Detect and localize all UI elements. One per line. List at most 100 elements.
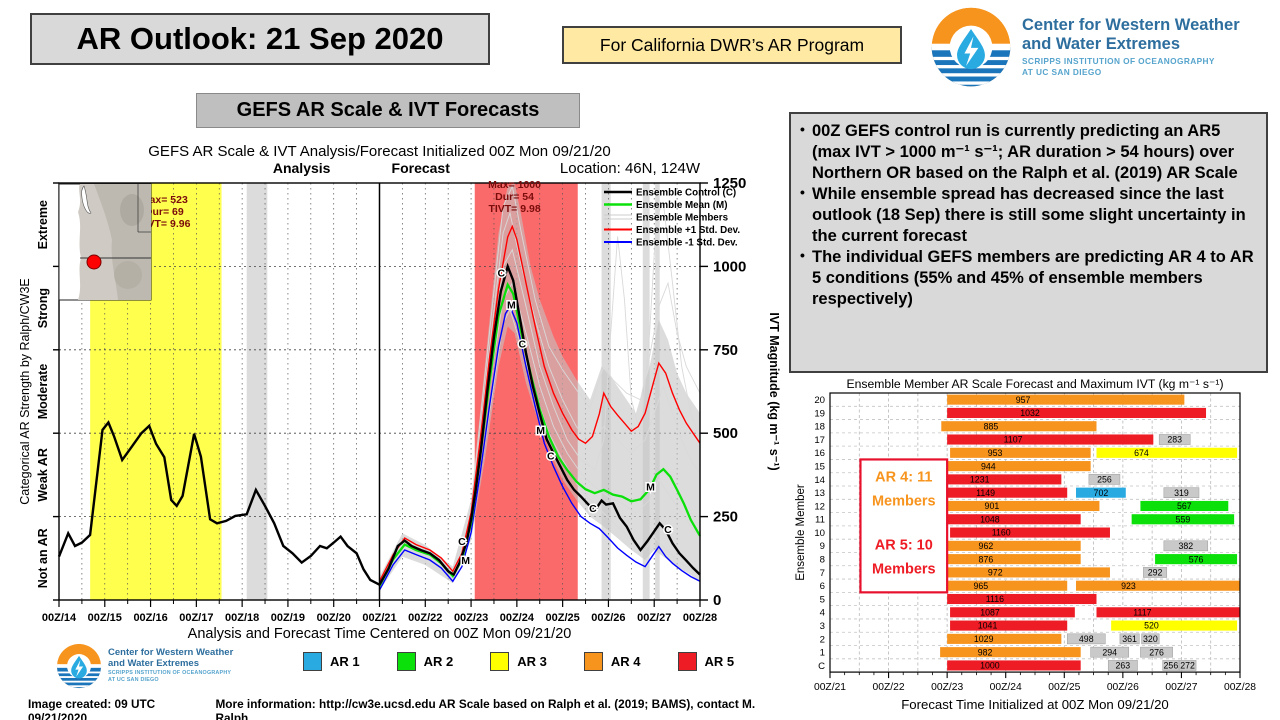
ar-bar bbox=[947, 407, 1207, 418]
ar-bar bbox=[1090, 646, 1129, 658]
member-label: 6 bbox=[820, 581, 825, 592]
x-tick-label: 00Z/21 bbox=[814, 682, 846, 693]
ar-bar bbox=[940, 580, 1068, 591]
x-tick-label: 00Z/25 bbox=[1048, 682, 1080, 693]
x-tick-label: 00Z/24 bbox=[500, 612, 535, 624]
member-label: 11 bbox=[815, 515, 825, 526]
member-label: C bbox=[818, 661, 825, 672]
line-letter-label: C bbox=[458, 536, 466, 548]
ensemble-member-chart: Ensemble Member AR Scale Forecast and Ma… bbox=[795, 377, 1256, 712]
ar-bar bbox=[941, 421, 1097, 432]
y-tick-label: 750 bbox=[713, 342, 738, 359]
ar-bar bbox=[941, 540, 1081, 551]
ivt-value: 294 bbox=[1102, 647, 1117, 657]
ensemble-member-line bbox=[379, 184, 701, 581]
event-annotation: Dur= 69 bbox=[145, 206, 184, 218]
notes-list: 00Z GEFS control run is currently predic… bbox=[799, 121, 1257, 310]
ar-count-text: Members bbox=[872, 561, 936, 577]
org-name-line2: and Water Extremes bbox=[1022, 34, 1181, 53]
ivt-value: 944 bbox=[981, 461, 996, 471]
ivt-value: 576 bbox=[1189, 554, 1204, 564]
ar-bar bbox=[947, 487, 1068, 498]
x-tick-label: 00Z/18 bbox=[225, 612, 259, 624]
x-tick-label: 00Z/27 bbox=[637, 612, 671, 624]
org-sub-line1: SCRIPPS INSTITUTION OF OCEANOGRAPHY bbox=[1022, 56, 1215, 67]
ar-legend-label: AR 2 bbox=[423, 654, 454, 669]
ar-legend-swatch bbox=[396, 652, 416, 671]
member-label: 13 bbox=[814, 488, 825, 499]
member-label: 15 bbox=[814, 461, 825, 472]
ar-bar bbox=[940, 461, 1091, 472]
event-annotation: Max= 1000 bbox=[488, 179, 541, 191]
image-created-text: Image created: 09 UTC 09/21/2020 bbox=[28, 697, 156, 720]
ar-bar bbox=[1141, 633, 1160, 645]
ar-bar bbox=[1096, 447, 1238, 458]
ar-bar bbox=[941, 500, 1100, 512]
mini-org-line2: and Water Extremes bbox=[108, 657, 199, 669]
ivt-value: 263 bbox=[1116, 661, 1131, 671]
ivt-value: 256 bbox=[1164, 661, 1179, 671]
ivt-value: 1117 bbox=[1133, 607, 1151, 617]
x-axis-title: Analysis and Forecast Time Centered on 0… bbox=[188, 626, 572, 642]
ar-bar bbox=[947, 660, 1081, 671]
ar-bar bbox=[947, 514, 1081, 525]
x-tick-label: 00Z/23 bbox=[454, 612, 488, 624]
ivt-value: 520 bbox=[1144, 621, 1159, 631]
ivt-value: 1160 bbox=[992, 528, 1011, 538]
ar-legend-swatch bbox=[677, 652, 697, 671]
ivt-value: 1041 bbox=[978, 621, 998, 631]
note-bullet: The individual GEFS members are predicti… bbox=[799, 247, 1257, 310]
ar-bar bbox=[1158, 434, 1191, 445]
ivt-value: 957 bbox=[1016, 395, 1031, 405]
x-tick-label: 00Z/23 bbox=[931, 682, 963, 693]
x-tick-label: 00Z/16 bbox=[133, 612, 167, 624]
ar-legend-item: AR 3 bbox=[490, 652, 547, 671]
page-title: AR Outlook: 21 Sep 2020 bbox=[30, 13, 490, 65]
y-axis-title-left: Categorical AR Strength by Ralph/CW3E bbox=[20, 278, 32, 505]
ivt-value: 953 bbox=[988, 448, 1003, 458]
note-bullet: 00Z GEFS control run is currently predic… bbox=[799, 121, 1257, 184]
chart-title: GEFS AR Scale & IVT Analysis/Forecast In… bbox=[148, 143, 610, 160]
ar-scale-legend-row: Center for Western Weather and Water Ext… bbox=[20, 643, 785, 691]
ar-bar bbox=[1140, 500, 1229, 512]
ivt-value: 965 bbox=[973, 581, 988, 591]
ivt-value: 276 bbox=[1149, 647, 1164, 657]
gray-ivt-peak bbox=[246, 183, 268, 600]
ivt-value: 559 bbox=[1176, 514, 1191, 524]
dwr-program-badge-text: For California DWR’s AR Program bbox=[599, 34, 865, 55]
ar-bar bbox=[1163, 540, 1209, 552]
x-tick-label: 00Z/21 bbox=[362, 612, 396, 624]
ar-bar bbox=[947, 394, 1185, 405]
ivt-value: 1032 bbox=[1020, 408, 1040, 418]
member-label: 12 bbox=[814, 501, 825, 512]
ensemble-member-line bbox=[379, 211, 701, 582]
x-tick-label: 00Z/24 bbox=[990, 682, 1022, 693]
ivt-value: 256 bbox=[1097, 475, 1112, 485]
ar-bar bbox=[1096, 607, 1240, 618]
forecast-label: Forecast bbox=[392, 160, 451, 176]
location-marker bbox=[86, 254, 102, 270]
member-label: 16 bbox=[814, 448, 825, 459]
chart-title: Ensemble Member AR Scale Forecast and Ma… bbox=[846, 378, 1223, 391]
y-axis-title: Ensemble Member bbox=[795, 484, 807, 581]
ar-legend-label: AR 5 bbox=[704, 654, 735, 669]
ar-bar bbox=[1143, 567, 1168, 578]
y-axis-title-right: IVT Magnitude (kg m⁻¹ s⁻¹) bbox=[767, 312, 781, 470]
ar-bar bbox=[1131, 514, 1235, 525]
ar-bar bbox=[941, 567, 1110, 578]
series-analysis bbox=[57, 420, 381, 586]
ivt-value: 1029 bbox=[974, 634, 994, 644]
ivt-value: 702 bbox=[1094, 488, 1109, 498]
ar-count-text: AR 5: 10 bbox=[875, 537, 933, 553]
y-tick-label: 1250 bbox=[713, 175, 746, 192]
series-control bbox=[378, 262, 701, 586]
ar-bar bbox=[950, 620, 1068, 631]
ivt-value: 320 bbox=[1143, 634, 1158, 644]
org-name-line1: Center for Western Weather bbox=[1022, 16, 1240, 35]
ar-bar bbox=[941, 474, 1062, 485]
member-label: 17 bbox=[814, 435, 825, 446]
ar-legend-item: AR 2 bbox=[396, 652, 454, 671]
ivt-value: 923 bbox=[1121, 581, 1136, 591]
ar-legend-item: AR 5 bbox=[677, 652, 735, 671]
